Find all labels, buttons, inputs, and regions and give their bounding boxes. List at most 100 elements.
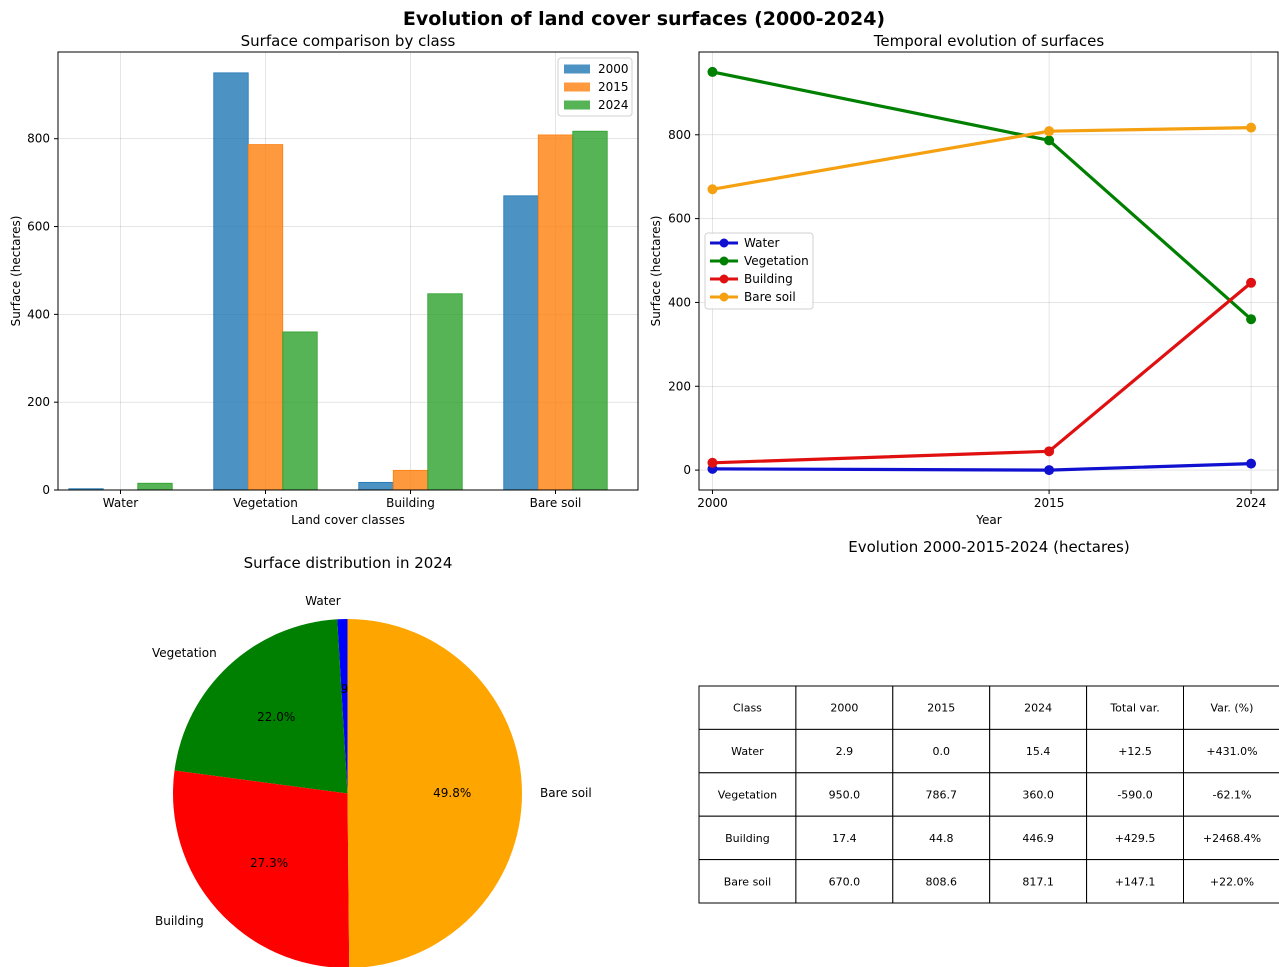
line-point-building [1044, 446, 1055, 457]
bar-xtick-label: Water [103, 496, 139, 510]
pie-pct-label: 22.0% [257, 710, 295, 724]
line-legend [704, 232, 814, 310]
table-cell [1086, 859, 1184, 904]
table-cell-text: -590.0 [1117, 789, 1152, 802]
pie-chart-title: Surface distribution in 2024 [244, 554, 453, 572]
table-header-text: Total var. [1109, 702, 1159, 715]
line-chart-title: Temporal evolution of surfaces [873, 32, 1105, 50]
line-point-vegetation [1246, 314, 1257, 325]
bar-2000-building [358, 481, 394, 491]
table-cell-text: Bare soil [724, 875, 771, 888]
table-cell [795, 772, 894, 817]
line-series-bare-soil [712, 126, 1252, 191]
bar-legend-label: 2015 [598, 80, 629, 94]
line-chart-panel: Temporal evolution of surfaces Year Surf… [649, 32, 1279, 527]
table-cell [698, 772, 797, 817]
line-series-water [712, 462, 1252, 472]
bar-ytick-label: 600 [27, 220, 50, 234]
pie-pct-label: 27.3% [250, 856, 288, 870]
line-ytick-label: 400 [668, 295, 691, 309]
table-cell-text: +429.5 [1115, 832, 1156, 845]
table-cell [1086, 728, 1184, 774]
table-cell [795, 815, 894, 861]
line-point-building [1246, 277, 1257, 288]
pie-label: Water [305, 594, 341, 608]
table-cell [1183, 859, 1279, 904]
bar-legend-swatch [564, 82, 590, 92]
table-cell [698, 815, 797, 861]
line-point-bare-soil [1044, 126, 1055, 137]
table-cell-text: +12.5 [1118, 745, 1152, 758]
pie-label: Bare soil [540, 786, 592, 800]
table-cell-text: +147.1 [1115, 875, 1156, 888]
table-cell-text: 950.0 [829, 789, 861, 802]
bar-chart-ylabel: Surface (hectares) [9, 216, 23, 327]
bar-2024-water [137, 482, 173, 491]
table-cell-text: 670.0 [829, 875, 861, 888]
table-cell [989, 815, 1088, 861]
table-panel: Evolution 2000-2015-2024 (hectares) Clas… [698, 538, 1279, 904]
table-cell-text: -62.1% [1212, 789, 1251, 802]
line-axes-frame [698, 51, 1279, 491]
table-cell-text: Vegetation [718, 789, 777, 802]
pie-slice-bare-soil [347, 619, 522, 967]
bar-2015-bare-soil [537, 134, 574, 491]
bar-legend-swatch [564, 64, 590, 74]
table-cell-text: 2.9 [836, 745, 854, 758]
line-xtick-label: 2015 [1034, 496, 1065, 510]
bar-chart-panel: Surface comparison by class Land cover c… [9, 32, 639, 527]
pie-label: Vegetation [152, 646, 217, 660]
table-cell-text: Building [725, 832, 770, 845]
bar-xtick-label: Building [386, 496, 435, 510]
pie-slice-vegetation [174, 619, 348, 794]
line-point-vegetation [1044, 135, 1055, 146]
line-legend-label: Bare soil [744, 290, 796, 304]
bar-ytick-label: 400 [27, 307, 50, 321]
line-ytick-label: 800 [668, 128, 691, 142]
bar-legend-label: 2000 [598, 62, 629, 76]
pie-label: Building [155, 914, 204, 928]
table-header-text: Var. (%) [1210, 702, 1253, 715]
table-cell [1183, 772, 1279, 817]
line-legend-marker [719, 238, 729, 248]
line-xtick-label: 2024 [1236, 496, 1267, 510]
table-cell [892, 859, 991, 904]
bar-xtick-label: Bare soil [530, 496, 582, 510]
line-legend-marker [719, 292, 729, 302]
table-cell-text: 15.4 [1026, 745, 1051, 758]
line-point-vegetation [707, 66, 718, 77]
line-point-bare-soil [1246, 122, 1257, 133]
table-cell [795, 859, 894, 904]
pie-slice-water [337, 619, 348, 794]
table-cell-text: +431.0% [1206, 745, 1257, 758]
line-point-bare-soil [707, 184, 718, 195]
bar-2024-bare-soil [572, 130, 608, 491]
line-point-water [1044, 465, 1055, 476]
bar-2015-vegetation [247, 144, 284, 491]
table-cell [892, 815, 991, 861]
bar-ytick-label: 200 [27, 395, 50, 409]
table-cell-text: +2468.4% [1203, 832, 1261, 845]
table-header-text: Class [733, 702, 762, 715]
table-header-cell [892, 685, 991, 730]
table-header-text: 2024 [1024, 702, 1052, 715]
bar-chart-xlabel: Land cover classes [291, 513, 405, 527]
table-cell-text: 817.1 [1022, 875, 1054, 888]
table-cell [1086, 772, 1184, 817]
line-xtick-label: 2000 [697, 496, 728, 510]
table-cell-text: 360.0 [1022, 789, 1054, 802]
pie-slice-building [173, 770, 350, 967]
line-chart-ylabel: Surface (hectares) [649, 216, 663, 327]
bar-2000-vegetation [213, 72, 249, 491]
line-ytick-label: 600 [668, 212, 691, 226]
table-header-cell [698, 685, 797, 730]
bar-legend-label: 2024 [598, 98, 629, 112]
line-ytick-label: 200 [668, 379, 691, 393]
table-cell-text: 17.4 [832, 832, 857, 845]
pie-pct-label: 49.8% [433, 786, 471, 800]
bar-2024-building [427, 293, 463, 491]
line-chart-xlabel: Year [975, 513, 1001, 527]
line-legend-marker [719, 274, 729, 284]
table-cell [1086, 815, 1184, 861]
